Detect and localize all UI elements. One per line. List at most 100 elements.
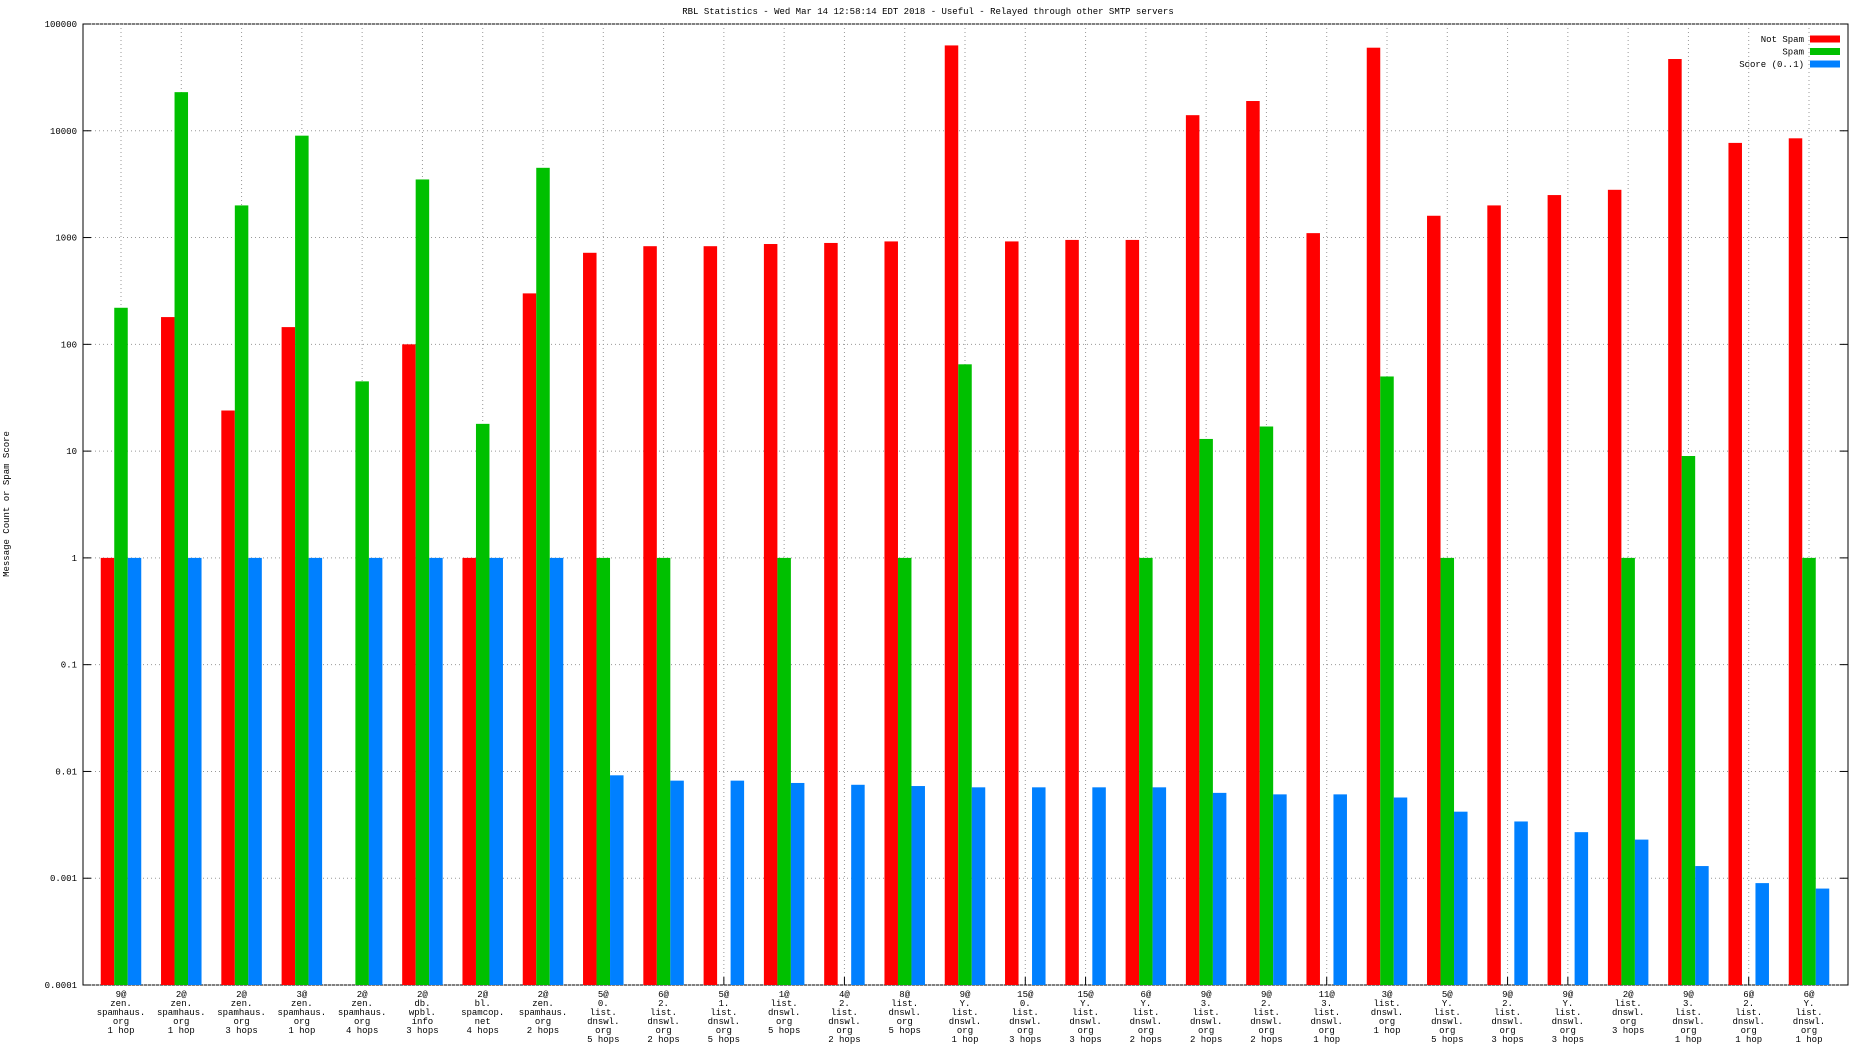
y-tick-label: 0.0001 [45, 981, 77, 991]
bar [1574, 832, 1589, 985]
y-tick-label: 0.01 [55, 767, 77, 777]
x-tick-label: 2@ zen. spamhaus. org 2 hops [519, 990, 568, 1036]
bar [1380, 376, 1394, 985]
bar [911, 786, 925, 985]
x-tick-label: 5@ 0. list. dnswl. org 5 hops [587, 990, 619, 1044]
bar [851, 784, 865, 985]
bar [114, 307, 128, 985]
x-tick-label: 15@ 0. list. dnswl. org 3 hops [1009, 990, 1041, 1044]
bar [1454, 811, 1468, 985]
x-tick-label: 2@ db. wpbl. info 3 hops [406, 990, 438, 1036]
bar [281, 327, 296, 986]
bar [248, 557, 262, 985]
bar [429, 557, 443, 985]
bar [1634, 839, 1649, 985]
x-tick-label: 9@ 3. list. dnswl. org 1 hop [1672, 990, 1704, 1044]
y-tick-label: 100 [61, 340, 77, 350]
bar [1259, 426, 1274, 985]
bar [730, 780, 745, 985]
bar [475, 423, 490, 986]
bar [1681, 455, 1696, 985]
x-tick-label: 2@ zen. spamhaus. org 1 hop [157, 990, 206, 1036]
x-tick-label: 9@ Y. list. dnswl. org 1 hop [949, 990, 981, 1044]
x-tick-label: 5@ 1. list. dnswl. org 5 hops [708, 990, 740, 1044]
x-tick-label: 6@ Y. list. dnswl. org 2 hops [1130, 990, 1162, 1044]
bar [1755, 883, 1769, 985]
bar [1621, 557, 1635, 985]
bar [1273, 794, 1287, 985]
chart-title: RBL Statistics - Wed Mar 14 12:58:14 EDT… [682, 7, 1173, 17]
bar [127, 557, 142, 985]
x-tick-label: 2@ zen. spamhaus. org 3 hops [217, 990, 266, 1036]
bar [1668, 59, 1682, 986]
bar [100, 557, 115, 985]
bar [1393, 797, 1408, 985]
bar [897, 557, 912, 985]
x-tick-label: 3@ list. dnswl. org 1 hop [1371, 990, 1403, 1036]
bar [596, 557, 611, 985]
x-tick-label: 2@ bl. spamcop. net 4 hops [461, 990, 504, 1036]
bar [1092, 787, 1106, 985]
bar [944, 45, 959, 986]
bar [703, 246, 718, 985]
legend-label: Score (0..1) [1739, 60, 1804, 70]
x-tick-label: 9@ zen. spamhaus. org 1 hop [97, 990, 146, 1036]
bar [610, 775, 624, 985]
bar [368, 557, 383, 985]
bar [1139, 557, 1153, 985]
bar [355, 381, 369, 985]
bar [221, 410, 235, 985]
bar [1802, 557, 1816, 985]
x-tick-label: 1@ list. dnswl. org 5 hops [768, 990, 800, 1036]
bar [1152, 787, 1167, 985]
bar [1815, 888, 1830, 985]
legend-label: Spam [1782, 48, 1804, 58]
bar [161, 317, 175, 985]
y-tick-label: 0.001 [50, 874, 77, 884]
x-tick-label: 11@ 3. list. dnswl. org 1 hop [1311, 990, 1343, 1044]
x-tick-label: 8@ list. dnswl. org 5 hops [889, 990, 921, 1036]
bar [1212, 792, 1227, 985]
y-axis-label: Message Count or Spam Score [2, 431, 12, 577]
x-tick-label: 9@ Y. list. dnswl. org 3 hops [1552, 990, 1584, 1044]
x-tick-label: 9@ 3. list. dnswl. org 2 hops [1190, 990, 1222, 1044]
legend-swatch [1810, 35, 1840, 43]
bar [643, 246, 657, 985]
bar [884, 241, 898, 985]
legend-swatch [1810, 48, 1840, 55]
bar [656, 557, 671, 985]
y-tick-label: 10 [66, 447, 77, 457]
bar [549, 557, 564, 985]
bar [1366, 47, 1381, 985]
y-tick-label: 0.1 [61, 661, 77, 671]
bar [234, 205, 249, 986]
bar [777, 557, 791, 985]
bar [1032, 787, 1046, 985]
bar [188, 557, 202, 985]
x-tick-label: 2@ list. dnswl. org 3 hops [1612, 990, 1644, 1036]
bar [1514, 821, 1528, 985]
bar [1333, 794, 1347, 985]
bar [462, 557, 476, 985]
legend-label: Not Spam [1761, 35, 1804, 45]
x-tick-label: 3@ zen. spamhaus. org 1 hop [278, 990, 327, 1036]
bar [1005, 241, 1019, 985]
bar [1607, 189, 1622, 985]
y-tick-label: 100000 [45, 20, 77, 30]
bar [402, 344, 416, 985]
bar [824, 242, 838, 985]
x-tick-label: 9@ 2. list. dnswl. org 2 hops [1250, 990, 1282, 1044]
x-tick-label: 6@ 2. list. dnswl. org 2 hops [647, 990, 679, 1044]
bar [536, 167, 550, 985]
bar [790, 782, 805, 985]
y-tick-label: 10000 [50, 127, 77, 137]
bar [1185, 115, 1200, 985]
x-tick-label: 5@ Y. list. dnswl. org 5 hops [1431, 990, 1463, 1044]
y-tick-label: 1000 [55, 234, 77, 244]
bar [308, 557, 323, 985]
legend-swatch [1810, 60, 1840, 68]
x-tick-label: 9@ 2. list. dnswl. org 3 hops [1491, 990, 1523, 1044]
bar [1728, 142, 1742, 985]
bar [583, 252, 597, 985]
